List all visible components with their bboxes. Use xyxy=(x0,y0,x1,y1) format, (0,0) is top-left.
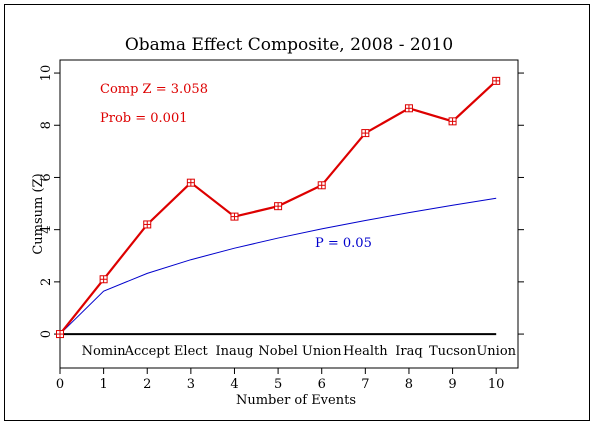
y-tick-label: 2 xyxy=(39,278,54,286)
x-tick-label: 10 xyxy=(488,377,505,392)
data-point xyxy=(99,275,108,284)
x-tick-label: 0 xyxy=(56,377,64,392)
x-tick-label: 7 xyxy=(361,377,369,392)
x-tick-label: 8 xyxy=(405,377,413,392)
event-label: Accept xyxy=(124,344,171,359)
chart-title: Obama Effect Composite, 2008 - 2010 xyxy=(125,35,453,55)
event-label: Elect xyxy=(174,344,209,359)
annotation-comp-z: Comp Z = 3.058 xyxy=(100,82,208,97)
plot-area xyxy=(59,59,519,369)
event-label: Union xyxy=(476,344,516,359)
data-point xyxy=(274,202,283,211)
data-point xyxy=(317,181,326,190)
event-label: Iraq xyxy=(395,344,422,359)
annotation-p-005: P = 0.05 xyxy=(315,236,372,251)
y-tick-label: 8 xyxy=(39,121,54,129)
data-point xyxy=(361,129,370,138)
event-label: Health xyxy=(343,344,388,359)
event-label: Inaug xyxy=(215,344,253,359)
y-tick-label: 10 xyxy=(39,65,54,82)
data-point xyxy=(56,330,64,339)
event-label: Tucson xyxy=(429,344,477,359)
event-label: Union xyxy=(302,344,342,359)
y-axis-label: Cumsum (Z) xyxy=(31,173,46,254)
annotation-prob: Prob = 0.001 xyxy=(100,111,187,126)
data-point xyxy=(404,104,413,113)
event-label: Nobel xyxy=(258,344,297,359)
y-tick-label: 4 xyxy=(39,226,54,234)
data-point xyxy=(143,220,152,229)
x-tick-label: 2 xyxy=(143,377,151,392)
x-tick-label: 6 xyxy=(318,377,326,392)
x-tick-label: 3 xyxy=(187,377,195,392)
data-point xyxy=(186,178,195,187)
data-point xyxy=(448,117,457,126)
x-tick-label: 1 xyxy=(99,377,107,392)
x-axis-label: Number of Events xyxy=(236,393,356,408)
data-point xyxy=(230,212,239,221)
y-tick-label: 0 xyxy=(39,330,54,338)
x-tick-label: 9 xyxy=(448,377,456,392)
x-tick-label: 5 xyxy=(274,377,282,392)
data-point xyxy=(492,76,501,85)
series-line-p05 xyxy=(59,197,497,335)
x-tick-label: 4 xyxy=(230,377,238,392)
event-label: Nomin xyxy=(82,344,127,359)
y-tick-label: 6 xyxy=(39,173,54,181)
figure-frame xyxy=(4,4,590,421)
